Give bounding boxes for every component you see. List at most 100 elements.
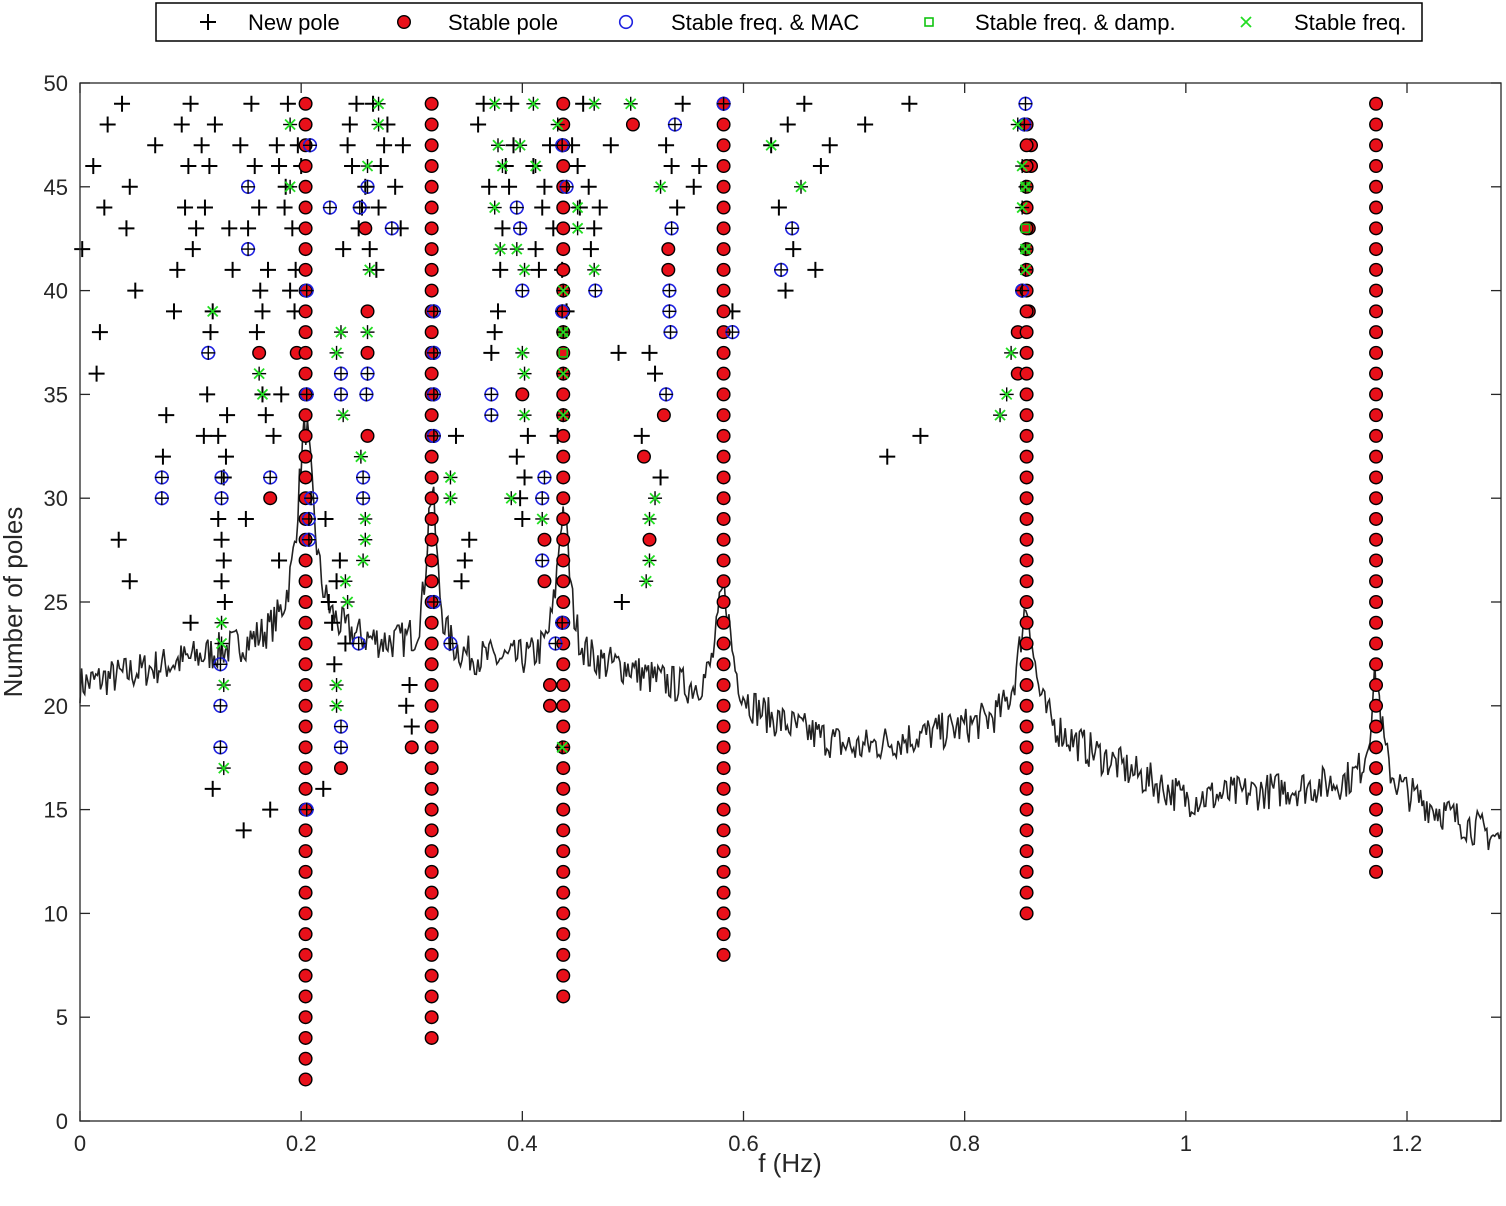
new-pole-point [177,199,194,216]
stable-mac-point [1015,283,1030,298]
y-axis-label: Number of poles [0,507,28,698]
new-pole-point [180,158,197,175]
y-tick-label: 20 [44,694,68,719]
new-pole-point [99,116,116,133]
stable-mac-point [484,408,499,423]
stable-mac-point [352,200,367,215]
stable-pole-point [716,906,731,921]
stable-mac-point [537,470,552,485]
stable-pole-point [424,802,439,817]
stable-pole-point [1369,740,1384,755]
stable-mac-point [513,221,528,236]
legend-item-0: New pole [200,10,340,35]
stable-pole-point [556,927,571,942]
stable-pole-point [424,159,439,174]
stable-freq-point [371,117,386,132]
legend-item-1: Stable pole [397,10,558,35]
stable-freq-point [555,740,570,755]
stable-freq-markers [205,96,1033,776]
stable-pole-point [424,1030,439,1045]
stable-pole-point [1369,159,1384,174]
stable-freq-point [556,366,571,381]
x-axis-ticks: 0 0.2 0.4 0.6 0.8 1 1.2 [74,83,1422,1156]
stable-pole-point [716,657,731,672]
stable-pole-point [1019,595,1034,610]
new-pole-point [674,95,691,112]
new-pole-point [569,158,586,175]
stable-freq-point [205,304,220,319]
stable-pole-point [298,325,313,340]
new-pole-point [685,178,702,195]
new-pole-point [221,220,238,237]
stable-freq-point [623,96,638,111]
stable-pole-point [1019,325,1034,340]
y-tick-label: 50 [44,71,68,96]
stable-freq-point [556,283,571,298]
stable-freq-point [356,553,371,568]
stable-freq-point [513,138,528,153]
new-pole-point [216,594,233,610]
stable-freq-point [528,159,543,174]
stable-pole-point [556,242,571,257]
new-pole-point [276,199,293,216]
stable-pole-point [716,200,731,215]
new-pole-point [447,427,464,444]
new-pole-point [796,95,813,112]
new-pole-point [647,365,664,382]
new-pole-point [348,95,365,112]
new-pole-point [202,324,219,341]
stable-mac-point [716,96,731,111]
stable-pole-point [360,428,375,443]
new-pole-point [401,677,418,694]
stable-pole-point [556,159,571,174]
legend-item-2: Stable freq. & MAC [618,10,859,35]
stable-pole-point [556,221,571,236]
stable-pole-point [1369,366,1384,381]
stable-freq-point [255,387,270,402]
stable-mac-point [302,138,318,153]
stable-mac-point [662,304,677,319]
new-pole-point [224,261,241,278]
stable-pole-point [404,740,419,755]
stable-pole-point [424,117,439,132]
stable-freq-point [216,678,231,693]
new-pole-point [530,261,547,278]
stable-pole-point [1019,574,1034,589]
stable-pole-point [556,698,571,713]
stable-pole-point [298,864,313,879]
stable-pole-point [298,1030,313,1045]
stable-pole-point [424,532,439,547]
legend-item-3: Stable freq. & damp. [924,10,1176,35]
stable-freq-point [336,408,351,423]
stable-mac-point [774,262,789,277]
stable-pole-point [1019,844,1034,859]
stable-pole-point [298,1051,313,1066]
stable-mac-point [360,179,375,194]
new-pole-point [271,158,288,175]
new-pole-point [182,614,199,631]
new-pole-point [339,137,356,154]
new-pole-point [453,573,470,590]
new-pole-point [248,324,265,341]
stable-pole-point [556,387,571,402]
stable-freq-point [1004,345,1019,360]
stable-pole-point [424,96,439,111]
stable-pole-point [1019,761,1034,776]
stable-freq-point [587,262,602,277]
stable-pole-point [661,242,676,257]
legend-label-1: Stable pole [448,10,558,35]
stable-pole-point [636,449,651,464]
new-pole-point [147,137,164,154]
stable-mac-point [304,491,319,506]
stable-freq-point [1010,117,1025,132]
new-pole-point [154,448,171,465]
stable-mac-point [384,221,399,236]
stable-pole-point [515,387,530,402]
stable-pole-point [298,989,313,1004]
new-pole-point [663,158,680,175]
stable-pole-point [424,221,439,236]
stable-pole-point [716,885,731,900]
stable-pole-point [424,615,439,630]
stable-mac-point [333,740,349,755]
new-pole-point [461,531,478,548]
